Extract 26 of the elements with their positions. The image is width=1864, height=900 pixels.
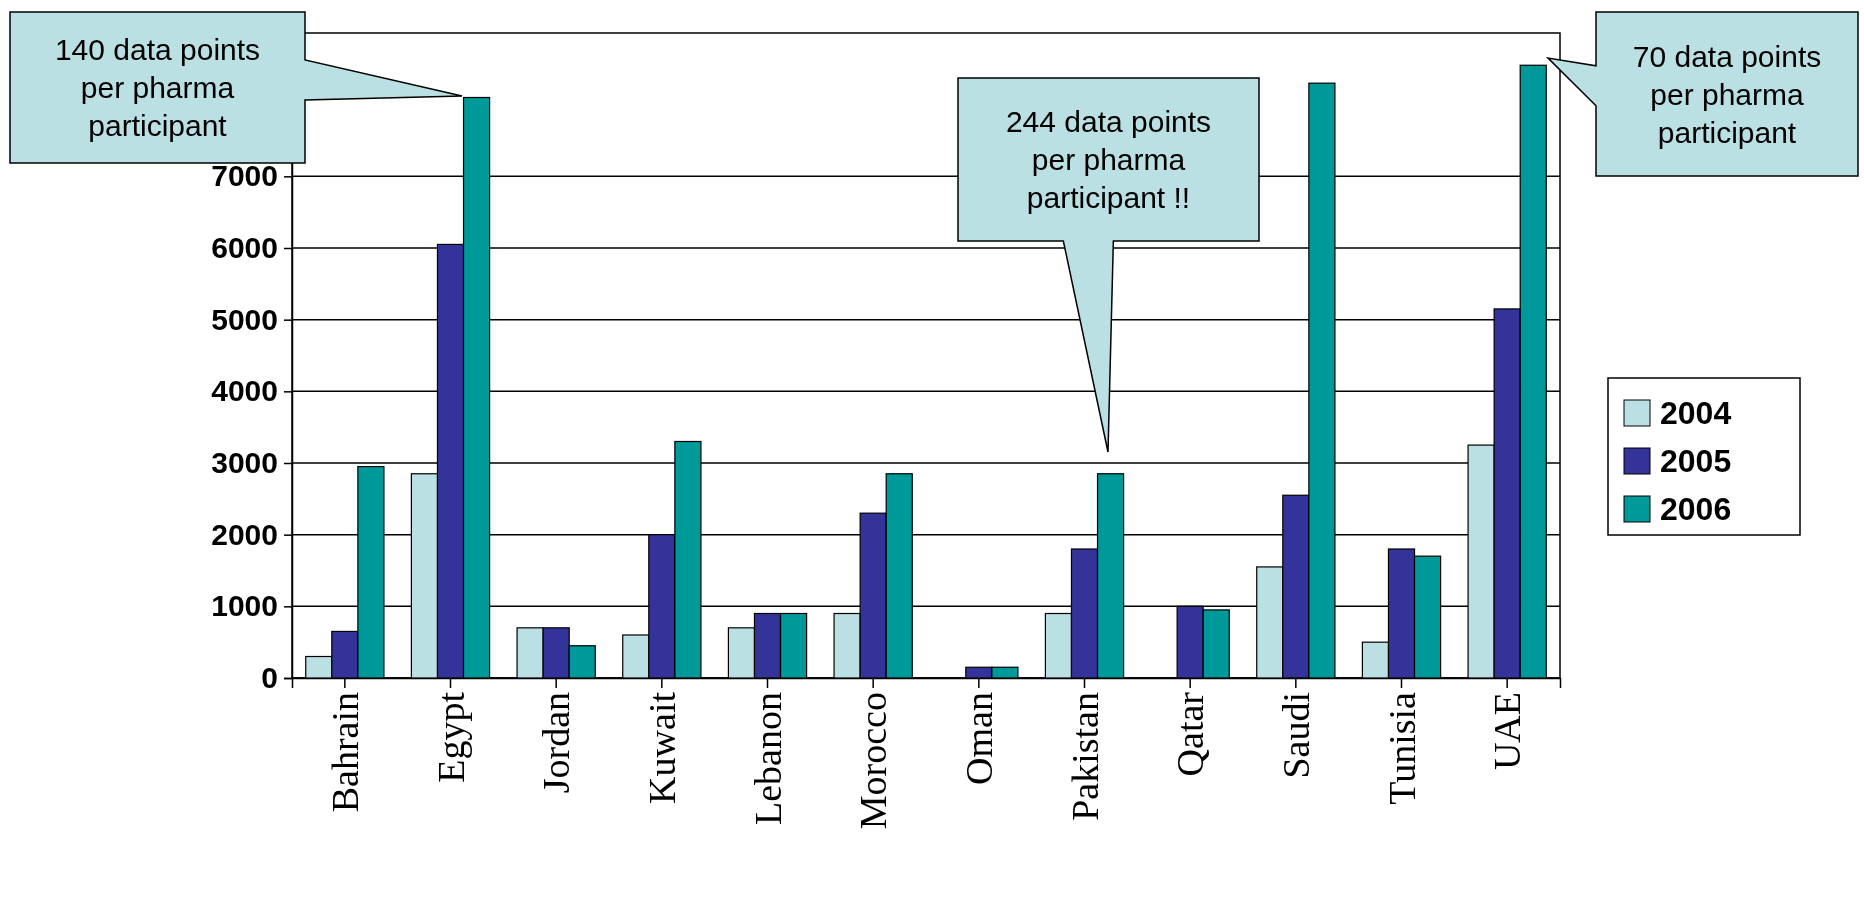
x-tick-label: Oman [958,692,1001,785]
legend-label: 2004 [1660,395,1732,432]
x-tick-label: Pakistan [1063,692,1106,821]
x-tick-label: Tunisia [1380,691,1423,805]
x-tick-label: Kuwait [641,691,684,804]
x-tick-label: UAE [1486,692,1529,771]
legend-label: 2006 [1660,491,1732,528]
x-tick-label: Jordan [535,692,578,794]
x-tick-label: Saudi [1275,692,1318,779]
callout: 70 data points per pharma participant [1545,11,1859,177]
x-tick-label: Qatar [1169,691,1212,777]
callout: 140 data points per pharma participant [9,11,463,164]
x-tick-label: Morocco [852,692,895,830]
y-tick-label: 4000 [211,374,278,408]
y-tick-label: 0 [261,661,278,695]
y-tick-label: 6000 [211,231,278,265]
y-tick-label: 1000 [211,589,278,623]
legend-label: 2005 [1660,443,1732,480]
callout: 244 data points per pharma participant !! [957,77,1260,453]
annotation: 244 data points per pharma participant !! [1005,105,1212,214]
x-tick-label: Bahrain [324,692,367,813]
y-tick-label: 3000 [211,446,278,480]
x-tick-label: Lebanon [746,692,789,825]
x-tick-label: Egypt [429,691,472,783]
y-tick-label: 5000 [211,302,278,336]
y-tick-label: 2000 [211,517,278,551]
